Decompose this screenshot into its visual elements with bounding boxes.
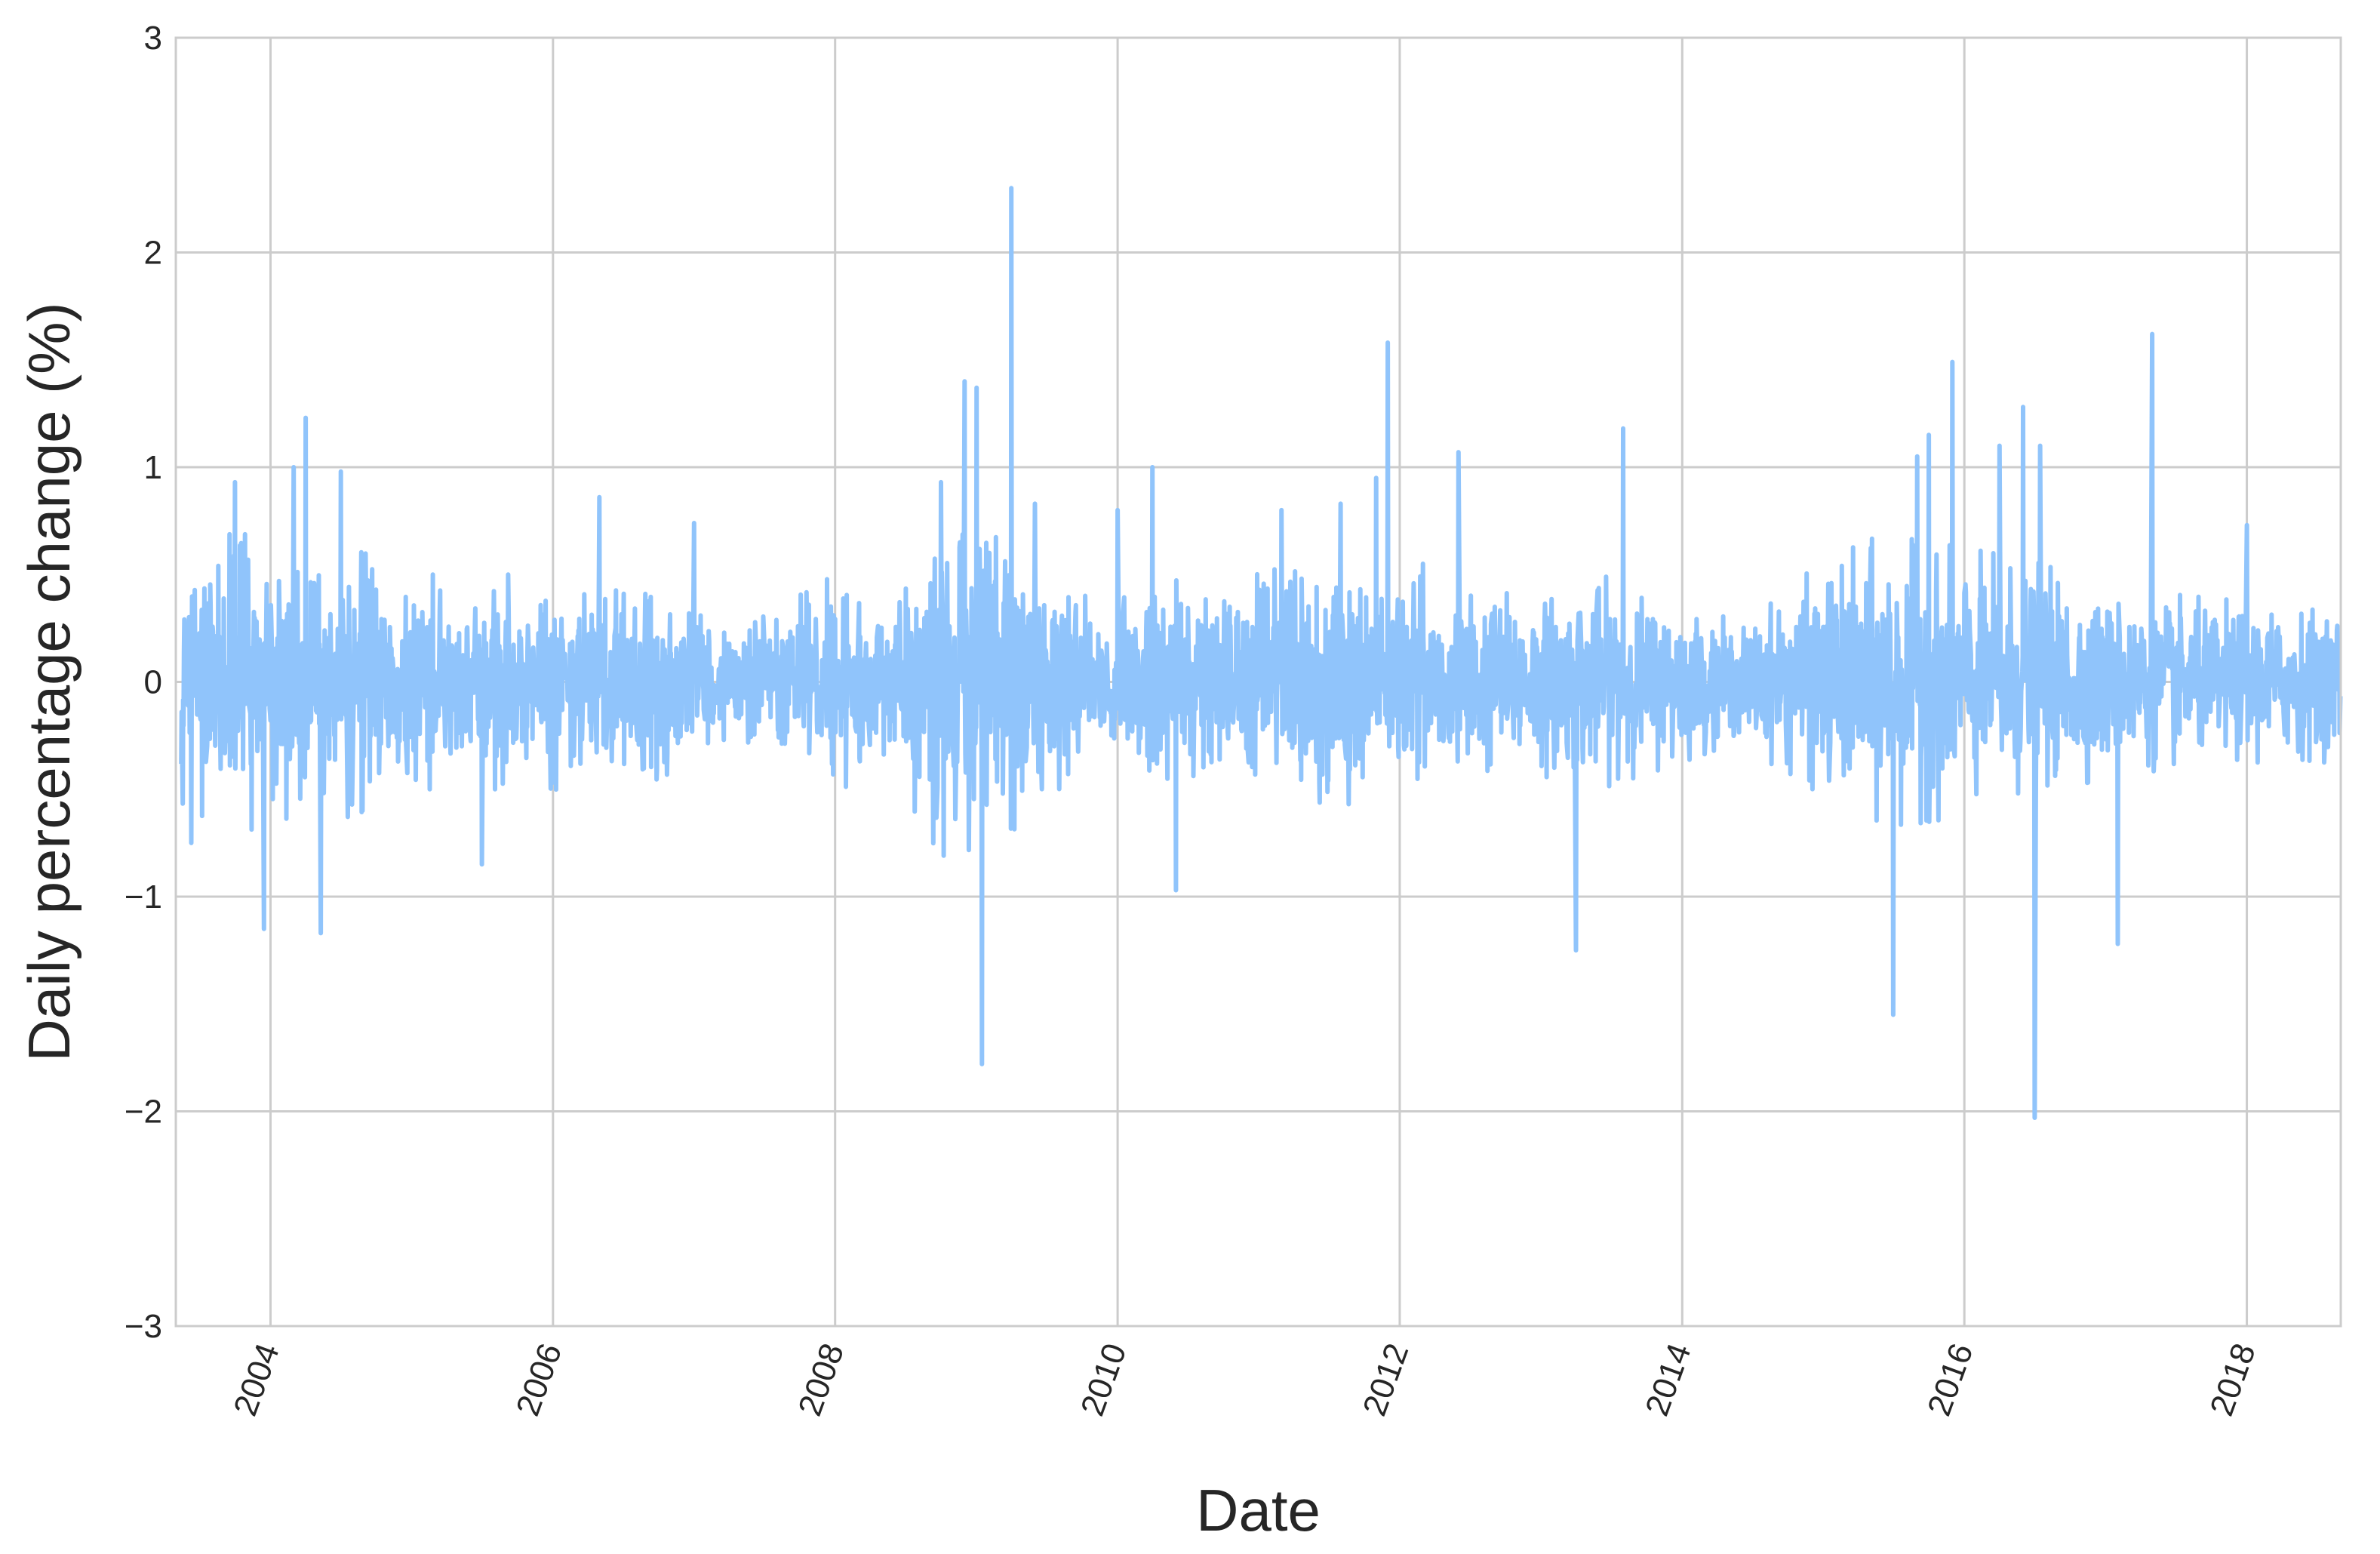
y-tick-label: 3	[144, 20, 162, 57]
y-tick-label: 2	[144, 235, 162, 272]
y-tick-label: −3	[125, 1308, 162, 1345]
daily-change-series	[179, 186, 2343, 1120]
x-axis-label: Date	[1196, 1477, 1321, 1543]
y-tick-label: 0	[144, 664, 162, 701]
plot-frame	[174, 36, 2342, 1328]
y-tick-label: −1	[125, 879, 162, 915]
series-line	[179, 186, 2343, 1120]
y-tick-label: 1	[144, 449, 162, 486]
y-axis-label: Daily percentage change (%)	[16, 303, 82, 1062]
y-tick-label: −2	[125, 1094, 162, 1131]
